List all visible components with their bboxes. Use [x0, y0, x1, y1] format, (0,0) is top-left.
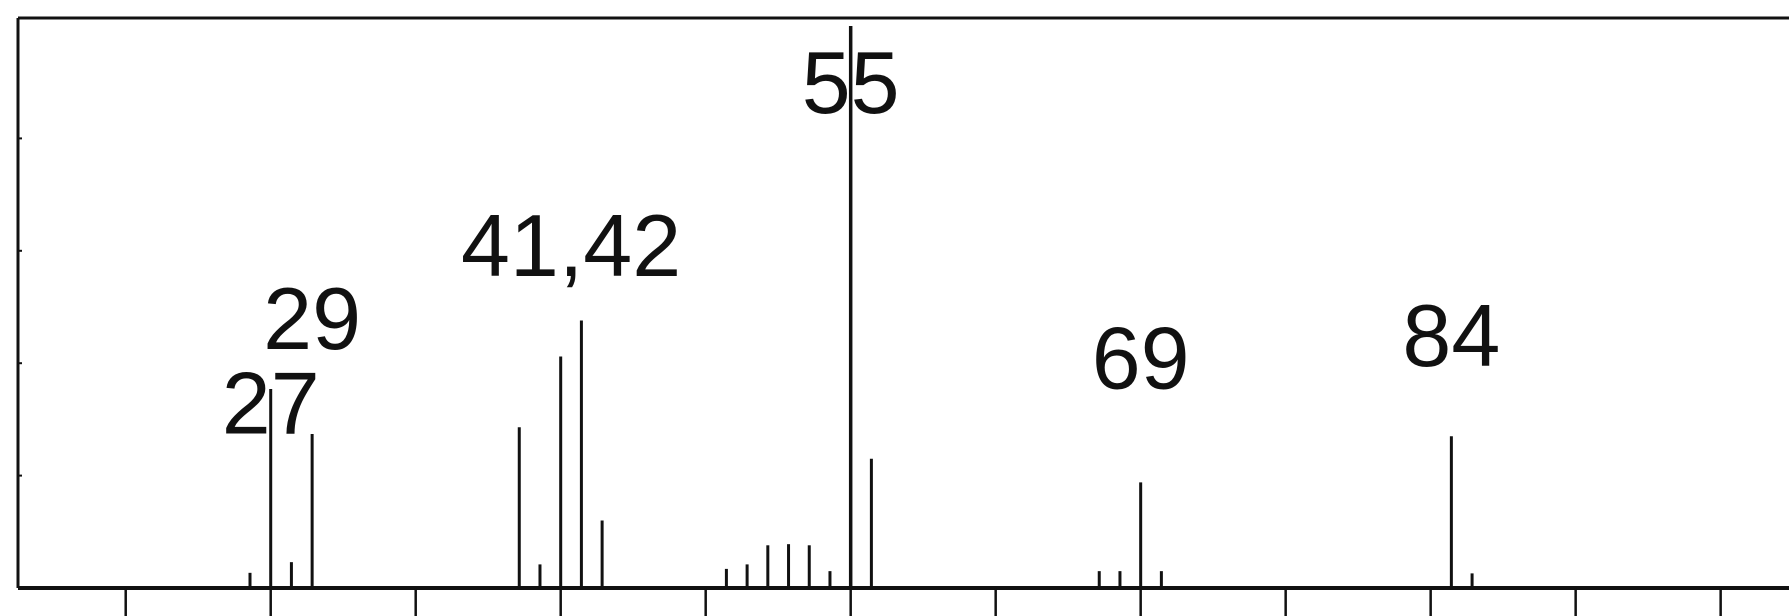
- peak-bars: [248, 26, 1474, 588]
- peak-label: 55: [802, 33, 900, 132]
- peak-label: 41,42: [461, 196, 681, 295]
- peak-label: 29: [263, 269, 361, 368]
- peak-label: 27: [222, 353, 320, 452]
- peak-label: 69: [1092, 308, 1190, 407]
- axis-ticks: [18, 137, 1722, 616]
- peak-label: 84: [1402, 286, 1500, 385]
